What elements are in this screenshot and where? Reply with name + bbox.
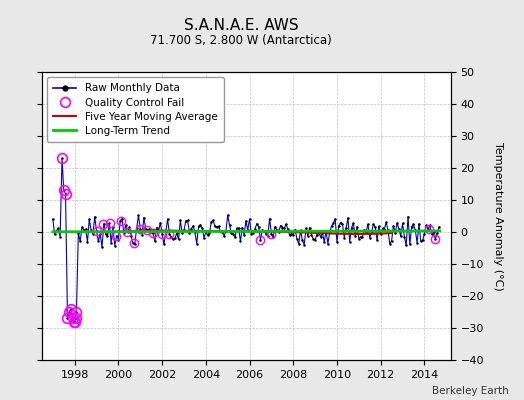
Text: 71.700 S, 2.800 W (Antarctica): 71.700 S, 2.800 W (Antarctica) (150, 34, 332, 47)
Y-axis label: Temperature Anomaly (°C): Temperature Anomaly (°C) (493, 142, 504, 290)
Legend: Raw Monthly Data, Quality Control Fail, Five Year Moving Average, Long-Term Tren: Raw Monthly Data, Quality Control Fail, … (47, 77, 224, 142)
Text: Berkeley Earth: Berkeley Earth (432, 386, 508, 396)
Text: S.A.N.A.E. AWS: S.A.N.A.E. AWS (184, 18, 298, 33)
